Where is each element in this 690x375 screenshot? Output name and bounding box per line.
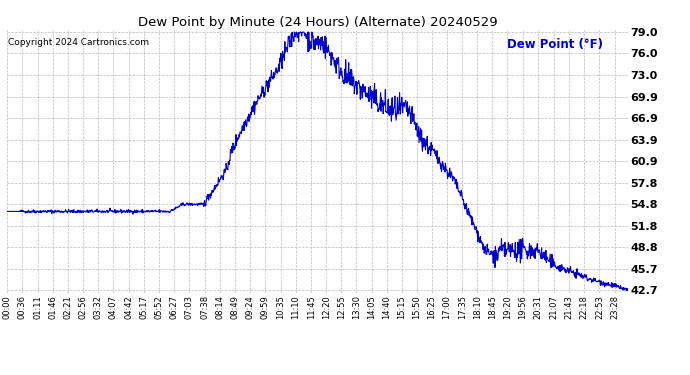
Text: Copyright 2024 Cartronics.com: Copyright 2024 Cartronics.com [8,38,149,47]
Title: Dew Point by Minute (24 Hours) (Alternate) 20240529: Dew Point by Minute (24 Hours) (Alternat… [137,16,497,29]
Text: Dew Point (°F): Dew Point (°F) [507,38,603,51]
